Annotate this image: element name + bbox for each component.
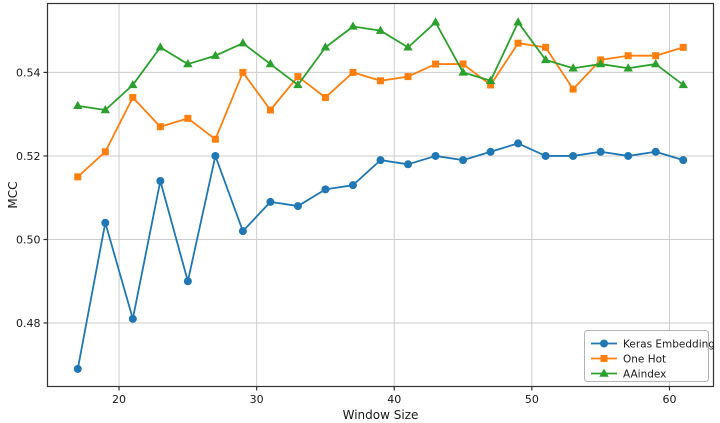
- triangle-marker-icon: [320, 42, 331, 51]
- triangle-marker-icon: [348, 21, 358, 30]
- triangle-marker-icon: [210, 50, 221, 59]
- legend-entry-keras-embedding: Keras Embedding: [591, 338, 715, 350]
- y-axis-title: MCC: [6, 181, 20, 208]
- triangle-marker-icon: [265, 59, 276, 68]
- circle-marker-icon: [128, 314, 137, 323]
- square-marker-icon: [211, 135, 219, 143]
- square-marker-icon: [321, 93, 329, 101]
- square-marker-icon: [184, 114, 192, 122]
- circle-marker-icon: [569, 151, 578, 160]
- series-aaindex: [73, 17, 688, 114]
- circle-marker-icon: [73, 364, 82, 373]
- legend-circle-marker-icon: [600, 339, 608, 348]
- triangle-marker-icon: [678, 79, 688, 89]
- circle-marker-icon: [293, 202, 302, 211]
- square-marker-icon: [294, 73, 302, 81]
- triangle-marker-icon: [375, 25, 386, 34]
- circle-marker-icon: [541, 151, 550, 160]
- triangle-marker-icon: [513, 17, 523, 26]
- square-marker-icon: [266, 106, 274, 114]
- legend: Keras Embedding One Hot AAindex: [584, 330, 715, 382]
- y-tick-label: 0.52: [16, 150, 41, 163]
- x-tick-label: 20: [112, 393, 126, 406]
- square-marker-icon: [377, 77, 384, 85]
- y-axis: 0.48 0.50 0.52 0.54: [16, 66, 48, 330]
- gridlines: [47, 3, 714, 387]
- circle-marker-icon: [156, 177, 165, 186]
- circle-marker-icon: [348, 181, 357, 190]
- circle-marker-icon: [376, 156, 385, 165]
- circle-marker-icon: [596, 147, 605, 156]
- axes-frame: [46, 2, 715, 388]
- circle-marker-icon: [238, 227, 247, 236]
- series-one-hot: [74, 39, 687, 181]
- x-tick-label: 60: [662, 393, 676, 406]
- circle-marker-icon: [679, 156, 688, 165]
- triangle-marker-icon: [458, 67, 468, 76]
- square-marker-icon: [679, 43, 687, 51]
- legend-entry-one-hot: One Hot: [591, 353, 666, 365]
- triangle-marker-icon: [540, 54, 551, 64]
- y-tick-label: 0.50: [16, 233, 41, 246]
- square-marker-icon: [101, 148, 109, 156]
- triangle-marker-icon: [183, 59, 193, 68]
- triangle-marker-icon: [73, 100, 83, 110]
- series-keras-embedding: [73, 139, 688, 373]
- triangle-marker-icon: [651, 59, 661, 68]
- circle-marker-icon: [514, 139, 523, 148]
- square-marker-icon: [514, 39, 522, 47]
- circle-marker-icon: [624, 151, 633, 160]
- circle-marker-icon: [431, 151, 440, 160]
- legend-square-marker-icon: [600, 355, 608, 362]
- square-marker-icon: [652, 52, 660, 60]
- circle-marker-icon: [459, 156, 468, 165]
- circle-marker-icon: [321, 185, 330, 194]
- square-marker-icon: [74, 173, 82, 181]
- triangle-marker-icon: [623, 63, 633, 72]
- triangle-marker-icon: [595, 59, 606, 68]
- square-marker-icon: [542, 43, 550, 51]
- square-marker-icon: [349, 68, 357, 76]
- x-axis-title: Window Size: [343, 408, 419, 422]
- circle-marker-icon: [211, 151, 220, 160]
- circle-marker-icon: [266, 197, 275, 206]
- square-marker-icon: [129, 93, 137, 101]
- triangle-marker-icon: [293, 79, 303, 89]
- y-tick-label: 0.54: [16, 66, 41, 79]
- x-axis: 20 30 40 50 60: [112, 386, 676, 406]
- legend-triangle-marker-icon: [599, 368, 609, 377]
- square-marker-icon: [404, 73, 412, 81]
- triangle-marker-icon: [128, 79, 138, 89]
- square-marker-icon: [239, 68, 247, 76]
- x-tick-label: 40: [387, 393, 401, 406]
- triangle-marker-icon: [568, 63, 578, 72]
- legend-entry-aaindex: AAindex: [591, 368, 666, 380]
- x-tick-label: 50: [525, 393, 539, 406]
- square-marker-icon: [624, 52, 632, 60]
- y-tick-label: 0.48: [16, 317, 41, 330]
- square-marker-icon: [459, 60, 467, 68]
- circle-marker-icon: [651, 147, 660, 156]
- square-marker-icon: [432, 60, 440, 68]
- legend-label: AAindex: [623, 368, 666, 380]
- circle-marker-icon: [101, 218, 110, 227]
- x-tick-label: 30: [250, 393, 264, 406]
- legend-label: Keras Embedding: [623, 338, 715, 350]
- circle-marker-icon: [486, 147, 495, 156]
- circle-marker-icon: [404, 160, 413, 169]
- square-marker-icon: [569, 85, 577, 93]
- triangle-marker-icon: [403, 42, 413, 51]
- triangle-marker-icon: [100, 105, 110, 114]
- circle-marker-icon: [183, 277, 192, 286]
- triangle-marker-icon: [238, 38, 248, 47]
- triangle-marker-icon: [485, 75, 496, 84]
- square-marker-icon: [156, 123, 164, 131]
- square-marker-icon: [487, 81, 495, 89]
- plot-area: [47, 3, 714, 387]
- triangle-marker-icon: [430, 17, 441, 26]
- triangle-marker-icon: [155, 42, 166, 51]
- legend-label: One Hot: [623, 353, 666, 365]
